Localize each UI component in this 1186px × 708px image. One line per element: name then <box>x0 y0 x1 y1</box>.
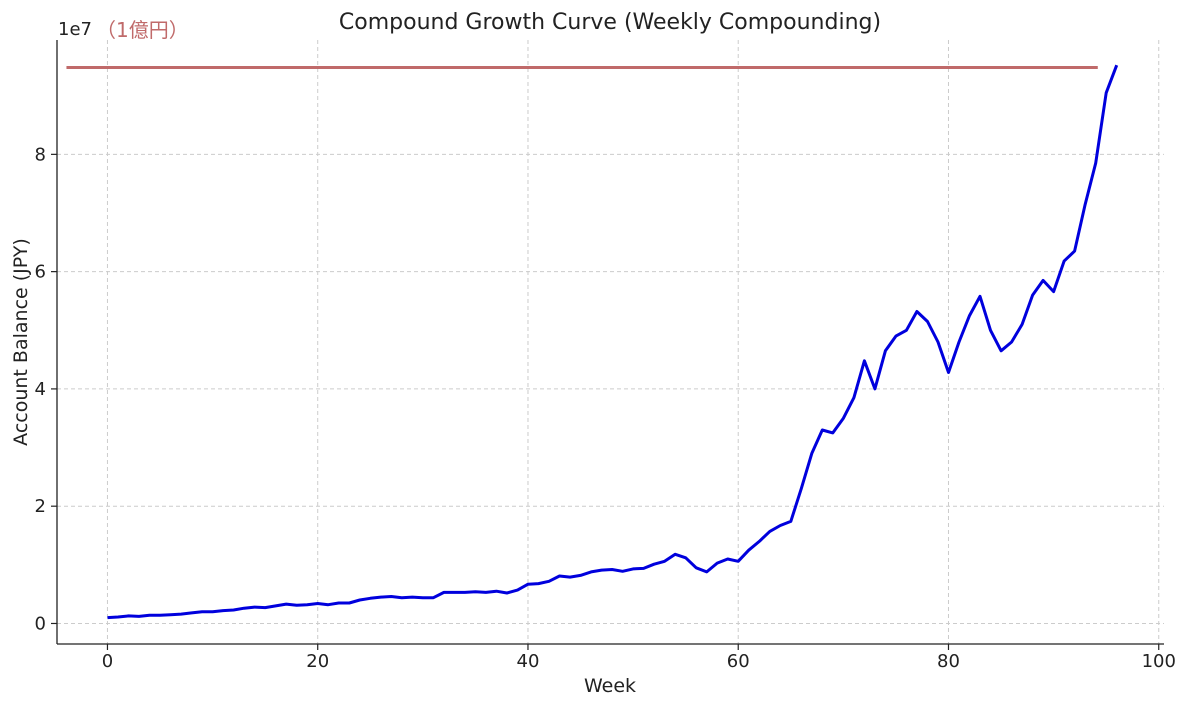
y-tick-label: 8 <box>35 144 46 165</box>
y-tick-label: 2 <box>35 496 46 517</box>
y-tick-label: 0 <box>35 613 46 634</box>
y-tick-label: 6 <box>35 262 46 283</box>
y-axis-label: Account Balance (JPY) <box>10 238 32 446</box>
tick-layer: 0 20 40 60 80 100 0 2 4 6 8 <box>35 144 1176 672</box>
chart-title: Compound Growth Curve (Weekly Compoundin… <box>339 10 881 35</box>
series-layer <box>107 64 1119 620</box>
x-tick-label: 80 <box>937 651 960 672</box>
x-tick-label: 0 <box>102 651 113 672</box>
x-tick-label: 40 <box>517 651 540 672</box>
x-tick-label: 20 <box>306 651 329 672</box>
axes-layer <box>56 40 1164 645</box>
reference-line-label: （1億円） <box>96 18 189 42</box>
x-axis-label: Week <box>584 675 636 697</box>
x-tick-label: 100 <box>1142 651 1176 672</box>
y-offset-text: 1e7 <box>58 19 92 40</box>
x-tick-label: 60 <box>727 651 750 672</box>
series-line <box>107 64 1119 620</box>
y-tick-label: 4 <box>35 379 46 400</box>
grid-layer <box>57 40 1164 644</box>
